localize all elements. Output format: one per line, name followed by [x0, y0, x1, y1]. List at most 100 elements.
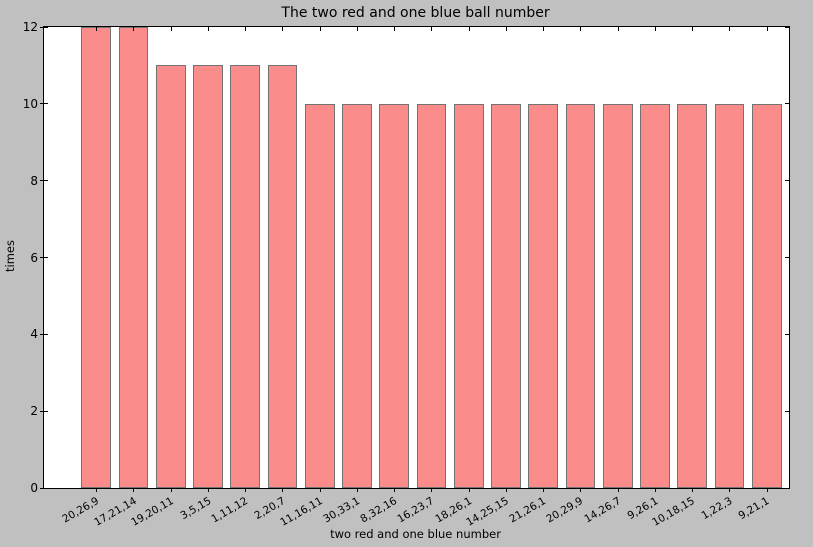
y-tick-mark-left	[44, 26, 48, 28]
x-tick-label: 16,23,7	[395, 495, 437, 526]
x-tick-label: 30,33,1	[321, 495, 362, 526]
y-tick-label: 10	[22, 96, 38, 111]
y-tick-mark-right	[785, 410, 789, 412]
y-tick-mark-left-outer	[40, 103, 43, 105]
x-axis-tick-labels: 20,26,9 17,21,14 19,20,11 3,5,15 1,11,12 2,20…	[43, 492, 788, 532]
x-tick-mark-bottom	[617, 489, 619, 492]
x-tick-mark-top	[431, 27, 433, 31]
bar	[379, 103, 410, 488]
x-tick-mark-bottom	[245, 489, 247, 492]
x-tick-mark-top	[543, 27, 545, 31]
x-tick-mark-bottom	[729, 489, 731, 492]
bar	[304, 103, 335, 488]
x-tick-mark-bottom	[170, 489, 172, 492]
x-tick-label: 21,26,1	[507, 495, 549, 526]
y-tick-mark-right	[785, 26, 789, 28]
x-tick-mark-bottom	[543, 489, 545, 492]
y-tick-mark-left-outer	[40, 487, 43, 489]
x-tick-mark-bottom	[505, 489, 507, 492]
x-tick-mark-top	[692, 27, 694, 31]
bar	[416, 103, 447, 488]
y-tick-mark-left-outer	[40, 257, 43, 258]
y-tick-mark-right	[785, 180, 789, 182]
y-tick-label: 0	[30, 481, 38, 495]
y-tick-label: 12	[22, 20, 38, 34]
x-tick-mark-top	[394, 27, 396, 31]
y-tick-mark-right	[785, 103, 789, 105]
x-tick-mark-bottom	[319, 489, 321, 492]
bar	[640, 103, 670, 488]
x-tick-mark-bottom	[356, 489, 358, 492]
bar	[118, 27, 149, 488]
x-tick-mark-bottom	[133, 489, 135, 492]
y-tick-mark-right	[785, 333, 789, 335]
x-tick-mark-top	[468, 27, 470, 31]
x-tick-mark-top	[766, 27, 768, 31]
x-tick-mark-bottom	[766, 489, 768, 492]
chart-title: The two red and one blue ball number	[281, 5, 550, 21]
x-tick-mark-bottom	[282, 489, 284, 492]
x-tick-mark-bottom	[468, 489, 470, 492]
x-tick-mark-bottom	[654, 489, 656, 492]
bar	[677, 103, 708, 488]
x-axis-label: two red and one blue number	[330, 527, 501, 541]
y-tick-mark-left-outer	[40, 26, 43, 28]
x-tick-mark-top	[207, 27, 209, 31]
y-tick-label: 4	[30, 327, 38, 342]
x-tick-mark-bottom	[207, 489, 209, 492]
x-tick-mark-top	[245, 27, 247, 31]
x-tick-label: 8,32,16	[358, 495, 400, 526]
y-tick-mark-left-outer	[40, 180, 43, 182]
x-tick-mark-bottom	[692, 489, 694, 492]
y-tick-label: 2	[30, 404, 38, 419]
bar	[528, 103, 559, 488]
bar	[342, 103, 372, 488]
x-tick-mark-top	[617, 27, 619, 31]
y-tick-mark-left	[44, 257, 48, 258]
y-tick-mark-left	[44, 333, 48, 335]
bar	[751, 103, 782, 488]
bar	[602, 103, 633, 488]
y-tick-mark-left	[44, 487, 48, 489]
y-tick-mark-left-outer	[40, 410, 43, 412]
x-tick-label: 9,21,1	[736, 495, 772, 523]
y-tick-label: 6	[30, 250, 38, 265]
bar	[267, 65, 298, 488]
bar	[230, 65, 261, 488]
x-tick-mark-bottom	[580, 489, 582, 492]
x-tick-mark-top	[282, 27, 284, 31]
bar	[565, 103, 596, 488]
x-tick-mark-top	[580, 27, 582, 31]
y-tick-mark-left	[44, 410, 48, 412]
x-tick-mark-bottom	[96, 489, 98, 492]
y-tick-mark-left	[44, 103, 48, 105]
plot-area	[40, 26, 790, 492]
x-tick-label: 11,16,11	[278, 495, 325, 529]
x-tick-mark-top	[356, 27, 358, 31]
x-tick-mark-bottom	[431, 489, 433, 492]
x-tick-label: 14,26,7	[581, 495, 623, 526]
x-tick-mark-top	[96, 27, 98, 31]
x-tick-mark-top	[729, 27, 731, 31]
x-tick-label: 3,5,15	[177, 495, 213, 523]
x-tick-mark-top	[505, 27, 507, 31]
x-tick-mark-top	[319, 27, 321, 31]
bar	[453, 103, 484, 488]
y-axis-tick-labels: 0 2 4 6 8 10 12	[0, 20, 38, 495]
x-tick-mark-bottom	[394, 489, 396, 492]
x-tick-label: 1,22,3	[699, 495, 735, 523]
x-tick-mark-top	[170, 27, 172, 31]
bar	[81, 27, 112, 488]
y-tick-mark-left	[44, 180, 48, 182]
x-tick-label: 20,29,9	[544, 495, 586, 526]
bar	[491, 103, 521, 488]
x-tick-label: 1,11,12	[209, 495, 251, 526]
y-tick-mark-right	[785, 487, 789, 489]
x-tick-mark-top	[654, 27, 656, 31]
bar	[155, 65, 186, 488]
x-tick-mark-top	[133, 27, 135, 31]
y-tick-mark-left-outer	[40, 333, 43, 335]
bar	[714, 103, 745, 488]
y-tick-mark-right	[785, 257, 789, 258]
